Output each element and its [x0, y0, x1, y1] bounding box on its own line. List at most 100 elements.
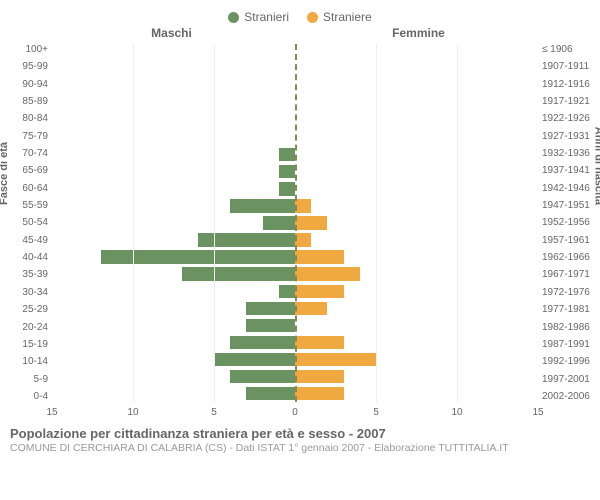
- bar-row-female: [295, 368, 538, 385]
- bar-row-male: [52, 232, 295, 249]
- age-label: 40-44: [0, 252, 48, 263]
- xtick: 0: [292, 407, 298, 418]
- birth-label: 1972-1976: [542, 287, 600, 298]
- bar-row-male: [52, 197, 295, 214]
- bar-female: [295, 336, 344, 349]
- bar-row-female: [295, 351, 538, 368]
- header-labels: Maschi Femmine: [0, 26, 600, 40]
- bar-row-male: [52, 300, 295, 317]
- xtick: 5: [373, 407, 379, 418]
- birth-label: 1922-1926: [542, 113, 600, 124]
- age-label: 10-14: [0, 356, 48, 367]
- age-label: 75-79: [0, 131, 48, 142]
- bar-male: [182, 267, 295, 280]
- birth-label: 1982-1986: [542, 322, 600, 333]
- age-label: 5-9: [0, 374, 48, 385]
- bar-male: [101, 250, 295, 263]
- age-label: 100+: [0, 44, 48, 55]
- yaxis-right-title: Anni di nascita: [592, 127, 600, 205]
- bar-row-female: [295, 129, 538, 146]
- xtick: 15: [532, 407, 543, 418]
- plot: 15105051015: [52, 40, 538, 420]
- yaxis-right: ≤ 19061907-19111912-19161917-19211922-19…: [538, 40, 600, 420]
- bar-female: [295, 199, 311, 212]
- birth-label: 1967-1971: [542, 269, 600, 280]
- bar-row-female: [295, 283, 538, 300]
- age-label: 50-54: [0, 217, 48, 228]
- xtick: 10: [127, 407, 138, 418]
- age-label: 25-29: [0, 304, 48, 315]
- age-label: 45-49: [0, 235, 48, 246]
- bar-row-male: [52, 283, 295, 300]
- bar-male: [230, 199, 295, 212]
- age-label: 85-89: [0, 96, 48, 107]
- bar-male: [198, 233, 295, 246]
- bar-row-female: [295, 146, 538, 163]
- bar-row-male: [52, 61, 295, 78]
- bar-male: [279, 285, 295, 298]
- bar-row-male: [52, 163, 295, 180]
- bar-row-female: [295, 180, 538, 197]
- centerline: [295, 44, 297, 402]
- age-label: 15-19: [0, 339, 48, 350]
- gridline: [376, 44, 377, 402]
- bar-row-male: [52, 317, 295, 334]
- bar-row-male: [52, 44, 295, 61]
- birth-label: 1912-1916: [542, 79, 600, 90]
- birth-label: 1952-1956: [542, 217, 600, 228]
- age-label: 90-94: [0, 79, 48, 90]
- bar-male: [214, 353, 295, 366]
- bar-female: [295, 233, 311, 246]
- age-label: 20-24: [0, 322, 48, 333]
- legend-female: Straniere: [307, 10, 372, 24]
- bar-row-female: [295, 44, 538, 61]
- chart-subtitle: COMUNE DI CERCHIARA DI CALABRIA (CS) - D…: [10, 442, 592, 454]
- birth-label: 1987-1991: [542, 339, 600, 350]
- age-label: 30-34: [0, 287, 48, 298]
- age-label: 95-99: [0, 61, 48, 72]
- bar-row-female: [295, 249, 538, 266]
- bar-row-male: [52, 214, 295, 231]
- birth-label: 1957-1961: [542, 235, 600, 246]
- bar-male: [246, 387, 295, 400]
- bar-male: [279, 182, 295, 195]
- bar-row-male: [52, 129, 295, 146]
- bar-row-female: [295, 300, 538, 317]
- bar-row-female: [295, 266, 538, 283]
- header-female: Femmine: [295, 26, 542, 40]
- bar-row-female: [295, 61, 538, 78]
- birth-label: 1992-1996: [542, 356, 600, 367]
- female-half: [295, 40, 538, 420]
- bar-row-female: [295, 317, 538, 334]
- xtick: 10: [451, 407, 462, 418]
- bar-row-male: [52, 249, 295, 266]
- bar-male: [279, 148, 295, 161]
- age-label: 0-4: [0, 391, 48, 402]
- bar-row-female: [295, 163, 538, 180]
- legend-female-label: Straniere: [323, 10, 372, 24]
- age-label: 80-84: [0, 113, 48, 124]
- birth-label: 1997-2001: [542, 374, 600, 385]
- bar-male: [230, 336, 295, 349]
- bar-row-male: [52, 112, 295, 129]
- gridline: [457, 44, 458, 402]
- bar-row-male: [52, 385, 295, 402]
- bar-female: [295, 370, 344, 383]
- header-male: Maschi: [48, 26, 295, 40]
- bar-female: [295, 302, 327, 315]
- xaxis: 15105051015: [52, 402, 538, 420]
- bar-female: [295, 267, 360, 280]
- legend-male: Stranieri: [228, 10, 289, 24]
- yaxis-left: 100+95-9990-9485-8980-8475-7970-7465-696…: [0, 40, 52, 420]
- male-half: [52, 40, 295, 420]
- bar-row-female: [295, 334, 538, 351]
- bar-row-female: [295, 385, 538, 402]
- bar-male: [246, 319, 295, 332]
- bar-male: [246, 302, 295, 315]
- xtick: 5: [211, 407, 217, 418]
- swatch-male: [228, 12, 239, 23]
- legend-male-label: Stranieri: [244, 10, 289, 24]
- legend: Stranieri Straniere: [0, 0, 600, 26]
- bar-row-female: [295, 214, 538, 231]
- birth-label: 1917-1921: [542, 96, 600, 107]
